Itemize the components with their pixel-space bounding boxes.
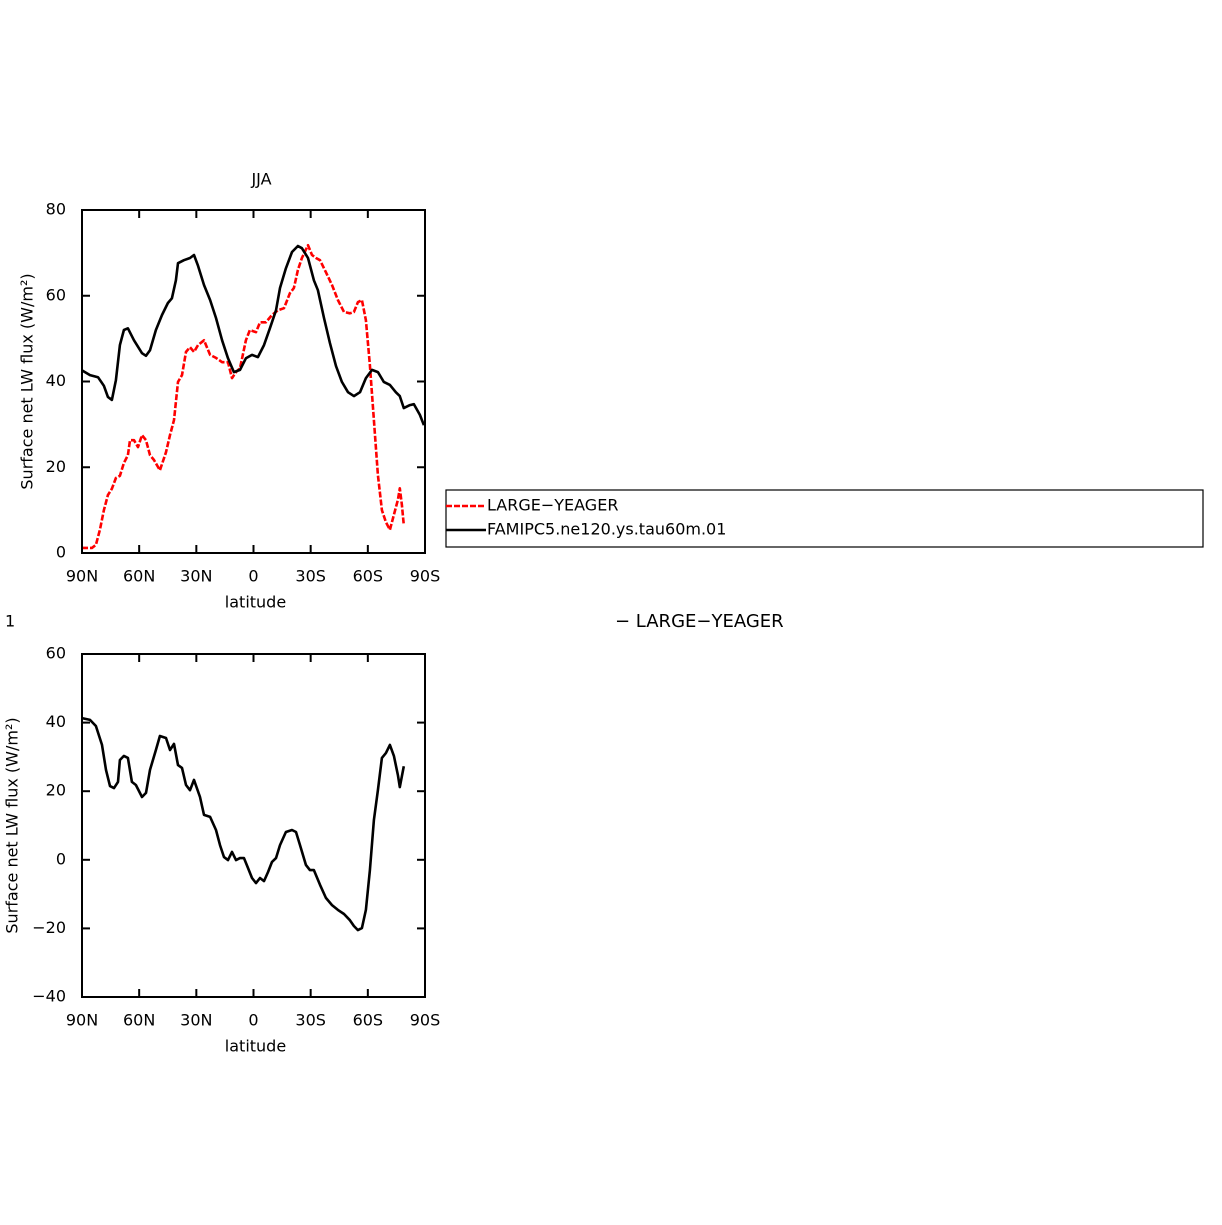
left-title: 1: [5, 612, 15, 631]
y-tick-label: 40: [46, 371, 66, 390]
plot-frame: [81, 209, 426, 554]
x-tick-label: 60N: [123, 1011, 155, 1030]
x-axis-label: latitude: [225, 593, 286, 612]
legend-label: FAMIPC5.ne120.ys.tau60m.01: [487, 520, 726, 539]
x-tick-label: 90N: [66, 567, 98, 586]
y-tick-label: 60: [46, 644, 66, 663]
y-tick-label: 0: [56, 543, 66, 562]
data-line: [81, 244, 426, 426]
y-axis-label: Surface net LW flux (W/m²): [18, 273, 37, 489]
x-tick-label: 0: [248, 1011, 258, 1030]
chart-title: JJA: [250, 170, 271, 189]
y-tick-label: −40: [32, 987, 66, 1006]
x-tick-label: 90S: [410, 1011, 441, 1030]
x-tick-label: 60S: [353, 1011, 384, 1030]
y-tick-label: 40: [46, 712, 66, 731]
y-tick-label: 0: [56, 849, 66, 868]
x-tick-label: 30N: [180, 1011, 212, 1030]
x-tick-label: 60S: [353, 567, 384, 586]
legend-box: [445, 489, 1204, 548]
x-tick-label: 90S: [410, 567, 441, 586]
x-axis-label: latitude: [225, 1037, 286, 1056]
y-tick-label: 20: [46, 457, 66, 476]
y-tick-label: 20: [46, 781, 66, 800]
legend-label: LARGE−YEAGER: [487, 496, 618, 515]
x-tick-label: 30N: [180, 567, 212, 586]
y-axis-label: Surface net LW flux (W/m²): [3, 717, 22, 933]
y-tick-label: 60: [46, 285, 66, 304]
data-line: [81, 716, 406, 932]
y-tick-label: 80: [46, 200, 66, 219]
x-tick-label: 30S: [295, 567, 326, 586]
right-title: − LARGE−YEAGER: [615, 611, 784, 632]
data-line: [82, 243, 406, 550]
x-tick-label: 0: [248, 567, 258, 586]
y-tick-label: −20: [32, 918, 66, 937]
x-tick-label: 30S: [295, 1011, 326, 1030]
x-tick-label: 90N: [66, 1011, 98, 1030]
x-tick-label: 60N: [123, 567, 155, 586]
